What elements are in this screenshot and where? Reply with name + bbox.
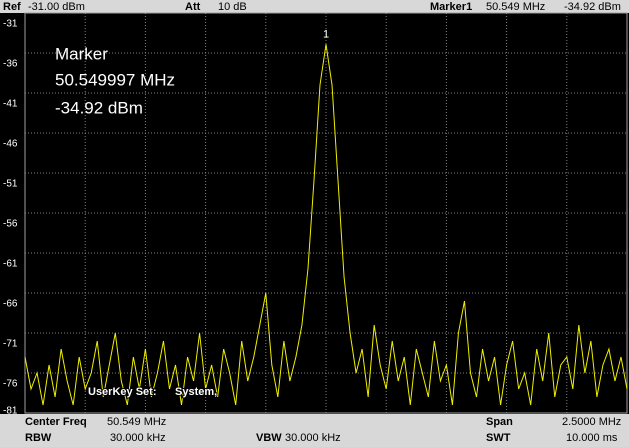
y-tick-label: -71: [3, 339, 18, 350]
annotation-level: -34.92 dBm: [55, 98, 143, 117]
y-tick-label: -81: [3, 406, 18, 417]
span-value: 2.5000 MHz: [562, 416, 621, 428]
y-tick-label: -66: [3, 299, 18, 310]
y-tick-label: -76: [3, 379, 18, 390]
marker-freq: 50.549 MHz: [486, 1, 545, 13]
swt-value: 10.000 ms: [566, 432, 618, 444]
trace: [24, 44, 628, 406]
y-tick-label: -61: [3, 259, 18, 270]
ref-label: Ref: [3, 1, 21, 13]
y-tick-label: -46: [3, 139, 18, 150]
annotation-freq: 50.549997 MHz: [55, 70, 175, 89]
plot: -31 -36 -41 -46 -51 -56 -61 -66 -71 -76 -81 1: [3, 12, 628, 417]
att-value: 10 dB: [218, 1, 247, 13]
y-tick-label: -36: [3, 59, 18, 70]
swt-label: SWT: [486, 432, 511, 444]
y-tick-label: -56: [3, 219, 18, 230]
annotation-title: Marker: [55, 44, 108, 63]
plot-border: [24, 12, 628, 414]
header-bg: [0, 0, 629, 13]
vbw-value: 30.000 kHz: [285, 432, 341, 444]
y-tick-label: -51: [3, 179, 18, 190]
marker-label: Marker1: [430, 1, 472, 13]
peak-marker-label: 1: [323, 28, 329, 40]
span-label: Span: [486, 416, 513, 428]
y-tick-label: -41: [3, 99, 18, 110]
marker-level: -34.92 dBm: [564, 1, 621, 13]
center-value: 50.549 MHz: [107, 416, 166, 428]
att-label: Att: [185, 1, 201, 13]
rbw-label: RBW: [25, 432, 52, 444]
footer-bar: Center Freq 50.549 MHz Span 2.5000 MHz R…: [0, 414, 629, 447]
vbw-label: VBW: [256, 432, 282, 444]
center-label: Center Freq: [25, 416, 87, 428]
y-tick-label: -31: [3, 19, 18, 30]
rbw-value: 30.000 kHz: [110, 432, 166, 444]
overlay-value: System,: [175, 386, 217, 398]
overlay-key: UserKey Set:: [88, 386, 156, 398]
ref-value: -31.00 dBm: [28, 1, 85, 13]
header-bar: Ref -31.00 dBm Att 10 dB Marker1 50.549 …: [0, 0, 629, 13]
footer-bg: [0, 414, 629, 447]
